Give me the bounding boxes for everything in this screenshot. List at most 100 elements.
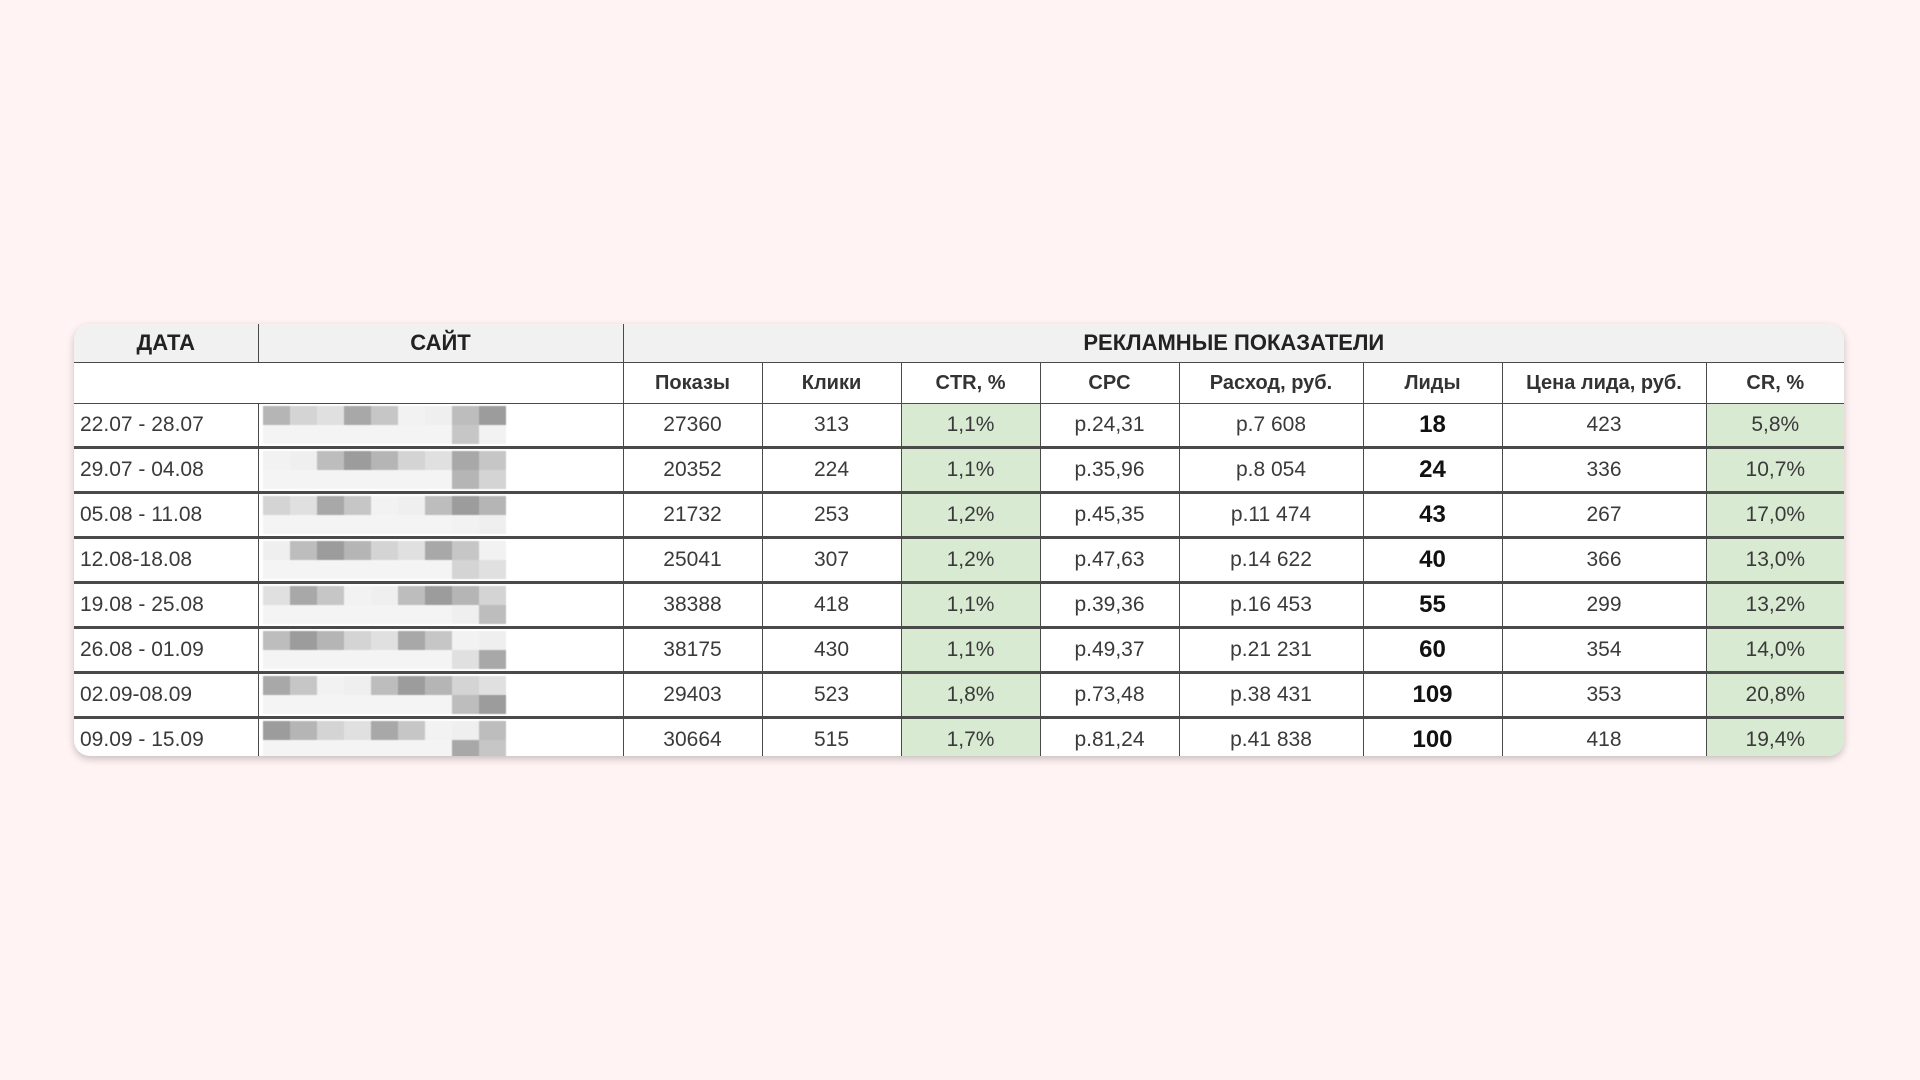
table-row: 19.08 - 25.08 38388 418 1,1% р.39,36 р.16 453… — [74, 582, 1844, 629]
date-cell: 22.07 - 28.07 — [74, 403, 259, 449]
column-header-lead-price: Цена лида, руб. — [1501, 362, 1707, 404]
table-row: 09.09 - 15.09 30664 515 1,7% р.81,24 р.41 838… — [74, 717, 1844, 756]
spend-cell: р.14 622 — [1178, 537, 1364, 584]
redacted-site-pixels — [262, 586, 511, 624]
leads-cell: 43 — [1362, 492, 1503, 539]
leads-cell: 60 — [1362, 627, 1503, 674]
spend-cell: р.11 474 — [1178, 492, 1364, 539]
site-cell-redacted — [257, 717, 624, 756]
lead-price-cell: 267 — [1501, 492, 1707, 539]
date-cell: 29.07 - 04.08 — [74, 447, 259, 494]
shows-cell: 21732 — [622, 492, 763, 539]
ctr-cell: 1,2% — [900, 537, 1041, 584]
clicks-cell: 307 — [761, 537, 902, 584]
cr-cell: 13,0% — [1705, 537, 1844, 584]
spend-cell: р.7 608 — [1178, 403, 1364, 449]
site-cell-redacted — [257, 447, 624, 494]
cr-cell: 19,4% — [1705, 717, 1844, 756]
spend-cell: р.41 838 — [1178, 717, 1364, 756]
lead-price-cell: 354 — [1501, 627, 1707, 674]
site-cell-redacted — [257, 627, 624, 674]
column-header-clicks: Клики — [761, 362, 902, 404]
cr-cell: 5,8% — [1705, 403, 1844, 449]
clicks-cell: 523 — [761, 672, 902, 719]
ctr-cell: 1,1% — [900, 447, 1041, 494]
redacted-site-pixels — [262, 406, 511, 444]
leads-cell: 109 — [1362, 672, 1503, 719]
cr-cell: 10,7% — [1705, 447, 1844, 494]
ctr-cell: 1,7% — [900, 717, 1041, 756]
lead-price-cell: 336 — [1501, 447, 1707, 494]
empty-header-cell — [74, 362, 624, 404]
redacted-site-pixels — [262, 631, 511, 669]
shows-cell: 25041 — [622, 537, 763, 584]
date-cell: 26.08 - 01.09 — [74, 627, 259, 674]
cpc-cell: р.47,63 — [1039, 537, 1180, 584]
site-cell-redacted — [257, 537, 624, 584]
metrics-header: РЕКЛАМНЫЕ ПОКАЗАТЕЛИ — [622, 324, 1844, 363]
ctr-cell: 1,1% — [900, 582, 1041, 629]
spend-cell: р.21 231 — [1178, 627, 1364, 674]
lead-price-cell: 353 — [1501, 672, 1707, 719]
cr-cell: 20,8% — [1705, 672, 1844, 719]
redacted-site-pixels — [262, 496, 511, 534]
redacted-site-pixels — [262, 676, 511, 714]
site-cell-redacted — [257, 582, 624, 629]
shows-cell: 27360 — [622, 403, 763, 449]
cpc-cell: р.24,31 — [1039, 403, 1180, 449]
table-row: 26.08 - 01.09 38175 430 1,1% р.49,37 р.21 231… — [74, 627, 1844, 674]
column-header-ctr: CTR, % — [900, 362, 1041, 404]
table-row: 02.09-08.09 29403 523 1,8% р.73,48 р.38 431 10… — [74, 672, 1844, 719]
cpc-cell: р.45,35 — [1039, 492, 1180, 539]
lead-price-cell: 299 — [1501, 582, 1707, 629]
shows-cell: 29403 — [622, 672, 763, 719]
clicks-cell: 253 — [761, 492, 902, 539]
redacted-site-pixels — [262, 541, 511, 579]
date-cell: 09.09 - 15.09 — [74, 717, 259, 756]
lead-price-cell: 423 — [1501, 403, 1707, 449]
column-header-shows: Показы — [622, 362, 763, 404]
leads-cell: 18 — [1362, 403, 1503, 449]
leads-cell: 24 — [1362, 447, 1503, 494]
date-cell: 19.08 - 25.08 — [74, 582, 259, 629]
column-header-spend: Расход, руб. — [1178, 362, 1364, 404]
report-table-card: ДАТА САЙТ РЕКЛАМНЫЕ ПОКАЗАТЕЛИ Показы Кл… — [74, 324, 1844, 756]
clicks-cell: 313 — [761, 403, 902, 449]
ctr-cell: 1,8% — [900, 672, 1041, 719]
group-header-row: ДАТА САЙТ РЕКЛАМНЫЕ ПОКАЗАТЕЛИ — [74, 324, 1844, 363]
cpc-cell: р.81,24 — [1039, 717, 1180, 756]
shows-cell: 20352 — [622, 447, 763, 494]
cr-cell: 17,0% — [1705, 492, 1844, 539]
table-row: 22.07 - 28.07 27360 313 1,1% р.24,31 р.7 608 1… — [74, 403, 1844, 449]
column-header-leads: Лиды — [1362, 362, 1503, 404]
date-cell: 12.08-18.08 — [74, 537, 259, 584]
cpc-cell: р.73,48 — [1039, 672, 1180, 719]
shows-cell: 38388 — [622, 582, 763, 629]
site-cell-redacted — [257, 403, 624, 449]
ad-metrics-table: ДАТА САЙТ РЕКЛАМНЫЕ ПОКАЗАТЕЛИ Показы Кл… — [74, 324, 1844, 756]
date-cell: 05.08 - 11.08 — [74, 492, 259, 539]
clicks-cell: 418 — [761, 582, 902, 629]
cpc-cell: р.49,37 — [1039, 627, 1180, 674]
lead-price-cell: 418 — [1501, 717, 1707, 756]
site-cell-redacted — [257, 492, 624, 539]
spend-cell: р.16 453 — [1178, 582, 1364, 629]
redacted-site-pixels — [262, 451, 511, 489]
clicks-cell: 430 — [761, 627, 902, 674]
spend-cell: р.38 431 — [1178, 672, 1364, 719]
shows-cell: 38175 — [622, 627, 763, 674]
cr-cell: 13,2% — [1705, 582, 1844, 629]
column-header-cr: CR, % — [1705, 362, 1844, 404]
leads-cell: 55 — [1362, 582, 1503, 629]
table-row: 12.08-18.08 25041 307 1,2% р.47,63 р.14 622 40… — [74, 537, 1844, 584]
table-row: 29.07 - 04.08 20352 224 1,1% р.35,96 р.8 054 2… — [74, 447, 1844, 494]
leads-cell: 100 — [1362, 717, 1503, 756]
table-row: 05.08 - 11.08 21732 253 1,2% р.45,35 р.11 474… — [74, 492, 1844, 539]
spend-cell: р.8 054 — [1178, 447, 1364, 494]
clicks-cell: 515 — [761, 717, 902, 756]
redacted-site-pixels — [262, 721, 511, 756]
ctr-cell: 1,2% — [900, 492, 1041, 539]
cpc-cell: р.39,36 — [1039, 582, 1180, 629]
date-header: ДАТА — [74, 324, 259, 363]
site-cell-redacted — [257, 672, 624, 719]
